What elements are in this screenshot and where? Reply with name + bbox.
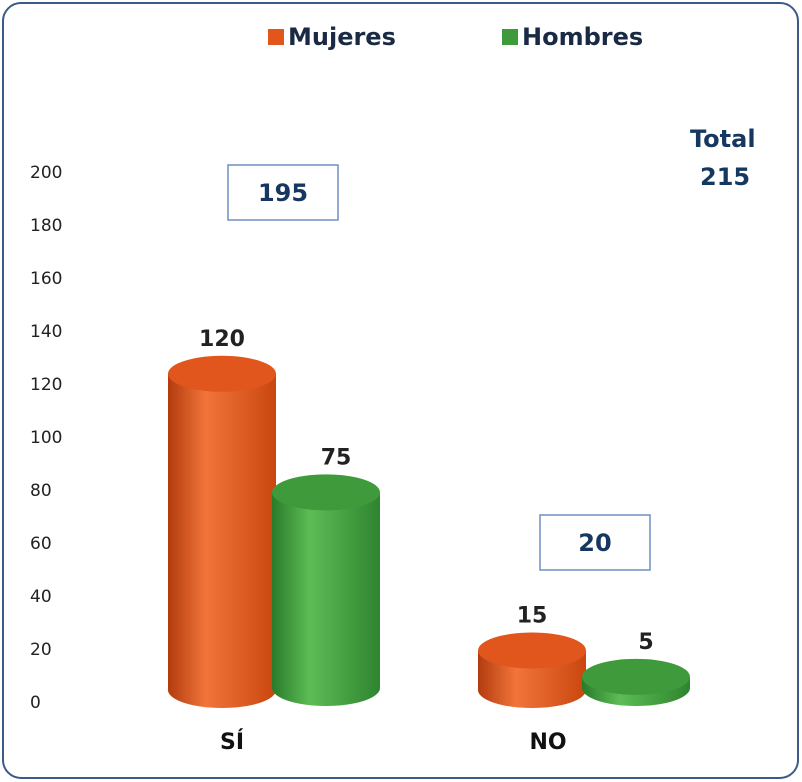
total-label: 20 [578,529,611,557]
x-tick-label: SÍ [220,729,244,755]
data-label: 5 [638,630,653,655]
y-tick-label: 80 [30,481,52,501]
legend-label: Mujeres [288,23,396,51]
bar [272,474,380,706]
bar-body [168,373,276,690]
bar-top [582,658,690,695]
y-tick-label: 100 [30,428,62,448]
y-tick-label: 120 [30,375,62,395]
y-tick-label: 0 [30,693,41,713]
total-label: Total [690,125,756,153]
y-tick-label: 180 [30,216,62,236]
bar [168,355,276,708]
y-tick-label: 140 [30,322,62,342]
x-tick-label: NO [529,730,566,755]
data-label: 120 [199,327,245,352]
legend-swatch [268,29,284,45]
data-label: 75 [321,445,352,470]
y-tick-label: 40 [30,587,52,607]
y-tick-label: 160 [30,269,62,289]
bar [582,658,690,706]
total-value: 215 [700,163,750,191]
data-label: 15 [517,603,548,628]
total-label: 195 [258,179,308,207]
bar-top [478,632,586,669]
total-box [227,164,339,221]
bar-body [272,492,380,688]
bar-top [168,355,276,392]
bar-top [272,474,380,511]
legend-label: Hombres [522,23,643,51]
y-tick-label: 20 [30,640,52,660]
bar [478,632,586,708]
y-tick-label: 200 [30,163,62,183]
total-box [539,514,651,571]
legend-swatch [502,29,518,45]
y-tick-label: 60 [30,534,52,554]
